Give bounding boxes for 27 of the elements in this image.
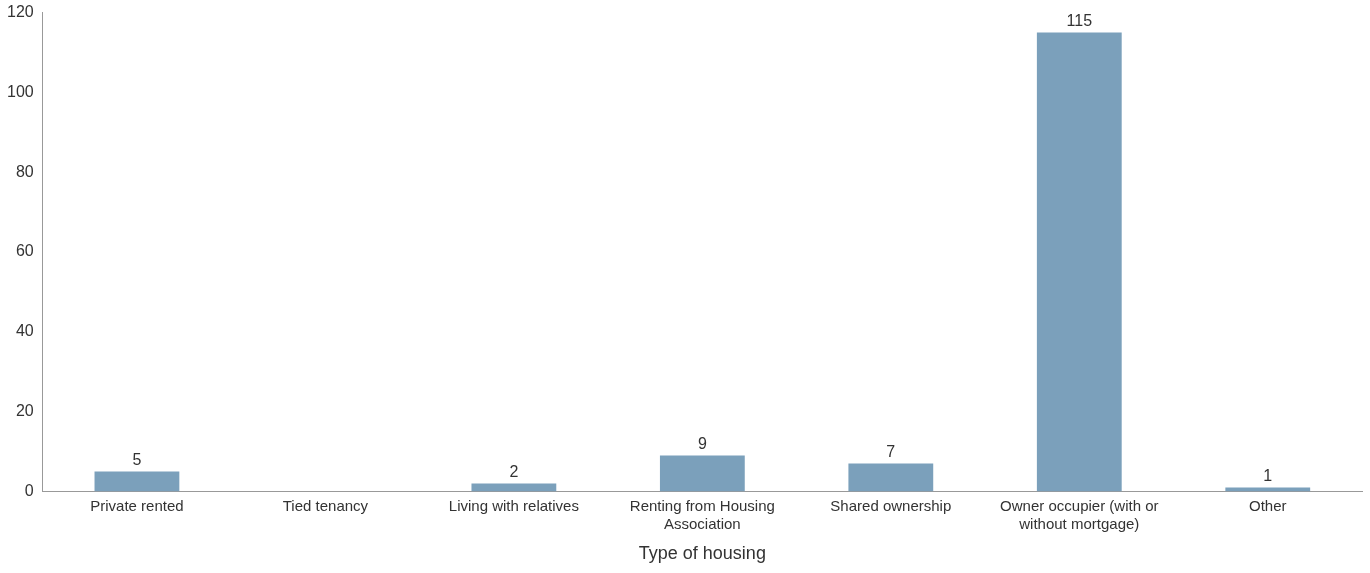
y-tick-label: 0 bbox=[24, 481, 34, 499]
x-axis-title: Type of housing bbox=[638, 543, 766, 564]
x-tick-label: Other bbox=[1249, 496, 1287, 514]
bar bbox=[1225, 487, 1311, 492]
data-label: 1 bbox=[1263, 466, 1273, 484]
x-tick-label: Renting from Housing Association bbox=[629, 496, 775, 532]
data-label: 7 bbox=[886, 442, 896, 460]
y-tick-label: 100 bbox=[6, 82, 34, 100]
y-tick-label: 80 bbox=[15, 162, 34, 180]
x-tick-label: Shared ownership bbox=[830, 496, 952, 514]
data-label: 2 bbox=[509, 462, 519, 480]
x-tick-label: Tied tenancy bbox=[282, 496, 369, 514]
data-label: 9 bbox=[697, 434, 707, 452]
y-tick-label: 60 bbox=[15, 242, 34, 260]
x-tick-label: Private rented bbox=[90, 496, 184, 514]
x-tick-label: Owner occupier (with or without mortgage) bbox=[1000, 496, 1159, 532]
bar bbox=[471, 483, 557, 492]
bar bbox=[1036, 32, 1122, 492]
y-tick-label: 120 bbox=[6, 3, 34, 21]
bar bbox=[94, 471, 180, 492]
y-tick-label: 20 bbox=[15, 402, 34, 420]
bar bbox=[659, 455, 745, 492]
data-label: 115 bbox=[1066, 11, 1093, 29]
bar bbox=[848, 463, 934, 492]
x-tick-label: Living with relatives bbox=[448, 496, 579, 514]
y-tick-label: 40 bbox=[15, 322, 34, 340]
data-label: 5 bbox=[132, 450, 142, 468]
